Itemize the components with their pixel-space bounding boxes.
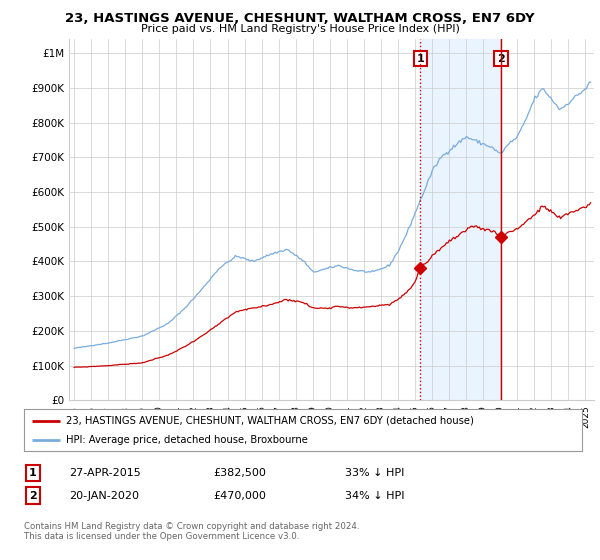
Text: £382,500: £382,500: [213, 468, 266, 478]
Text: 2: 2: [29, 491, 37, 501]
Text: 33% ↓ HPI: 33% ↓ HPI: [345, 468, 404, 478]
Text: HPI: Average price, detached house, Broxbourne: HPI: Average price, detached house, Brox…: [66, 435, 308, 445]
Text: £470,000: £470,000: [213, 491, 266, 501]
Text: Price paid vs. HM Land Registry's House Price Index (HPI): Price paid vs. HM Land Registry's House …: [140, 24, 460, 34]
Text: 1: 1: [29, 468, 37, 478]
Text: 23, HASTINGS AVENUE, CHESHUNT, WALTHAM CROSS, EN7 6DY (detached house): 23, HASTINGS AVENUE, CHESHUNT, WALTHAM C…: [66, 416, 474, 426]
Text: 1: 1: [416, 54, 424, 64]
Text: 34% ↓ HPI: 34% ↓ HPI: [345, 491, 404, 501]
Text: 27-APR-2015: 27-APR-2015: [69, 468, 141, 478]
Bar: [421, 39, 501, 400]
Text: 23, HASTINGS AVENUE, CHESHUNT, WALTHAM CROSS, EN7 6DY: 23, HASTINGS AVENUE, CHESHUNT, WALTHAM C…: [65, 12, 535, 25]
Text: 20-JAN-2020: 20-JAN-2020: [69, 491, 139, 501]
Text: 2: 2: [497, 54, 505, 64]
Text: Contains HM Land Registry data © Crown copyright and database right 2024.
This d: Contains HM Land Registry data © Crown c…: [24, 522, 359, 542]
